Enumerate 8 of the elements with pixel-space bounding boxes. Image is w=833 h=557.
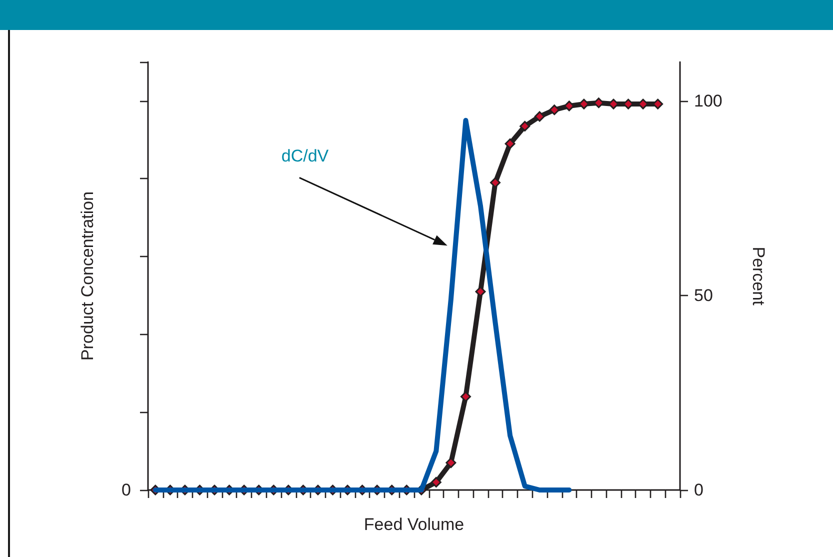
x-axis-title: Feed Volume [364,515,464,534]
y-tick-label: 0 [694,480,704,500]
annotation: dC/dV [281,146,330,166]
y-tick-label: 50 [694,286,713,305]
y-axis-title: Percent [749,246,768,306]
y2-axis-title: Product Concentration [78,191,97,361]
text: 0 [122,480,131,500]
y-tick-label: 100 [694,91,722,110]
